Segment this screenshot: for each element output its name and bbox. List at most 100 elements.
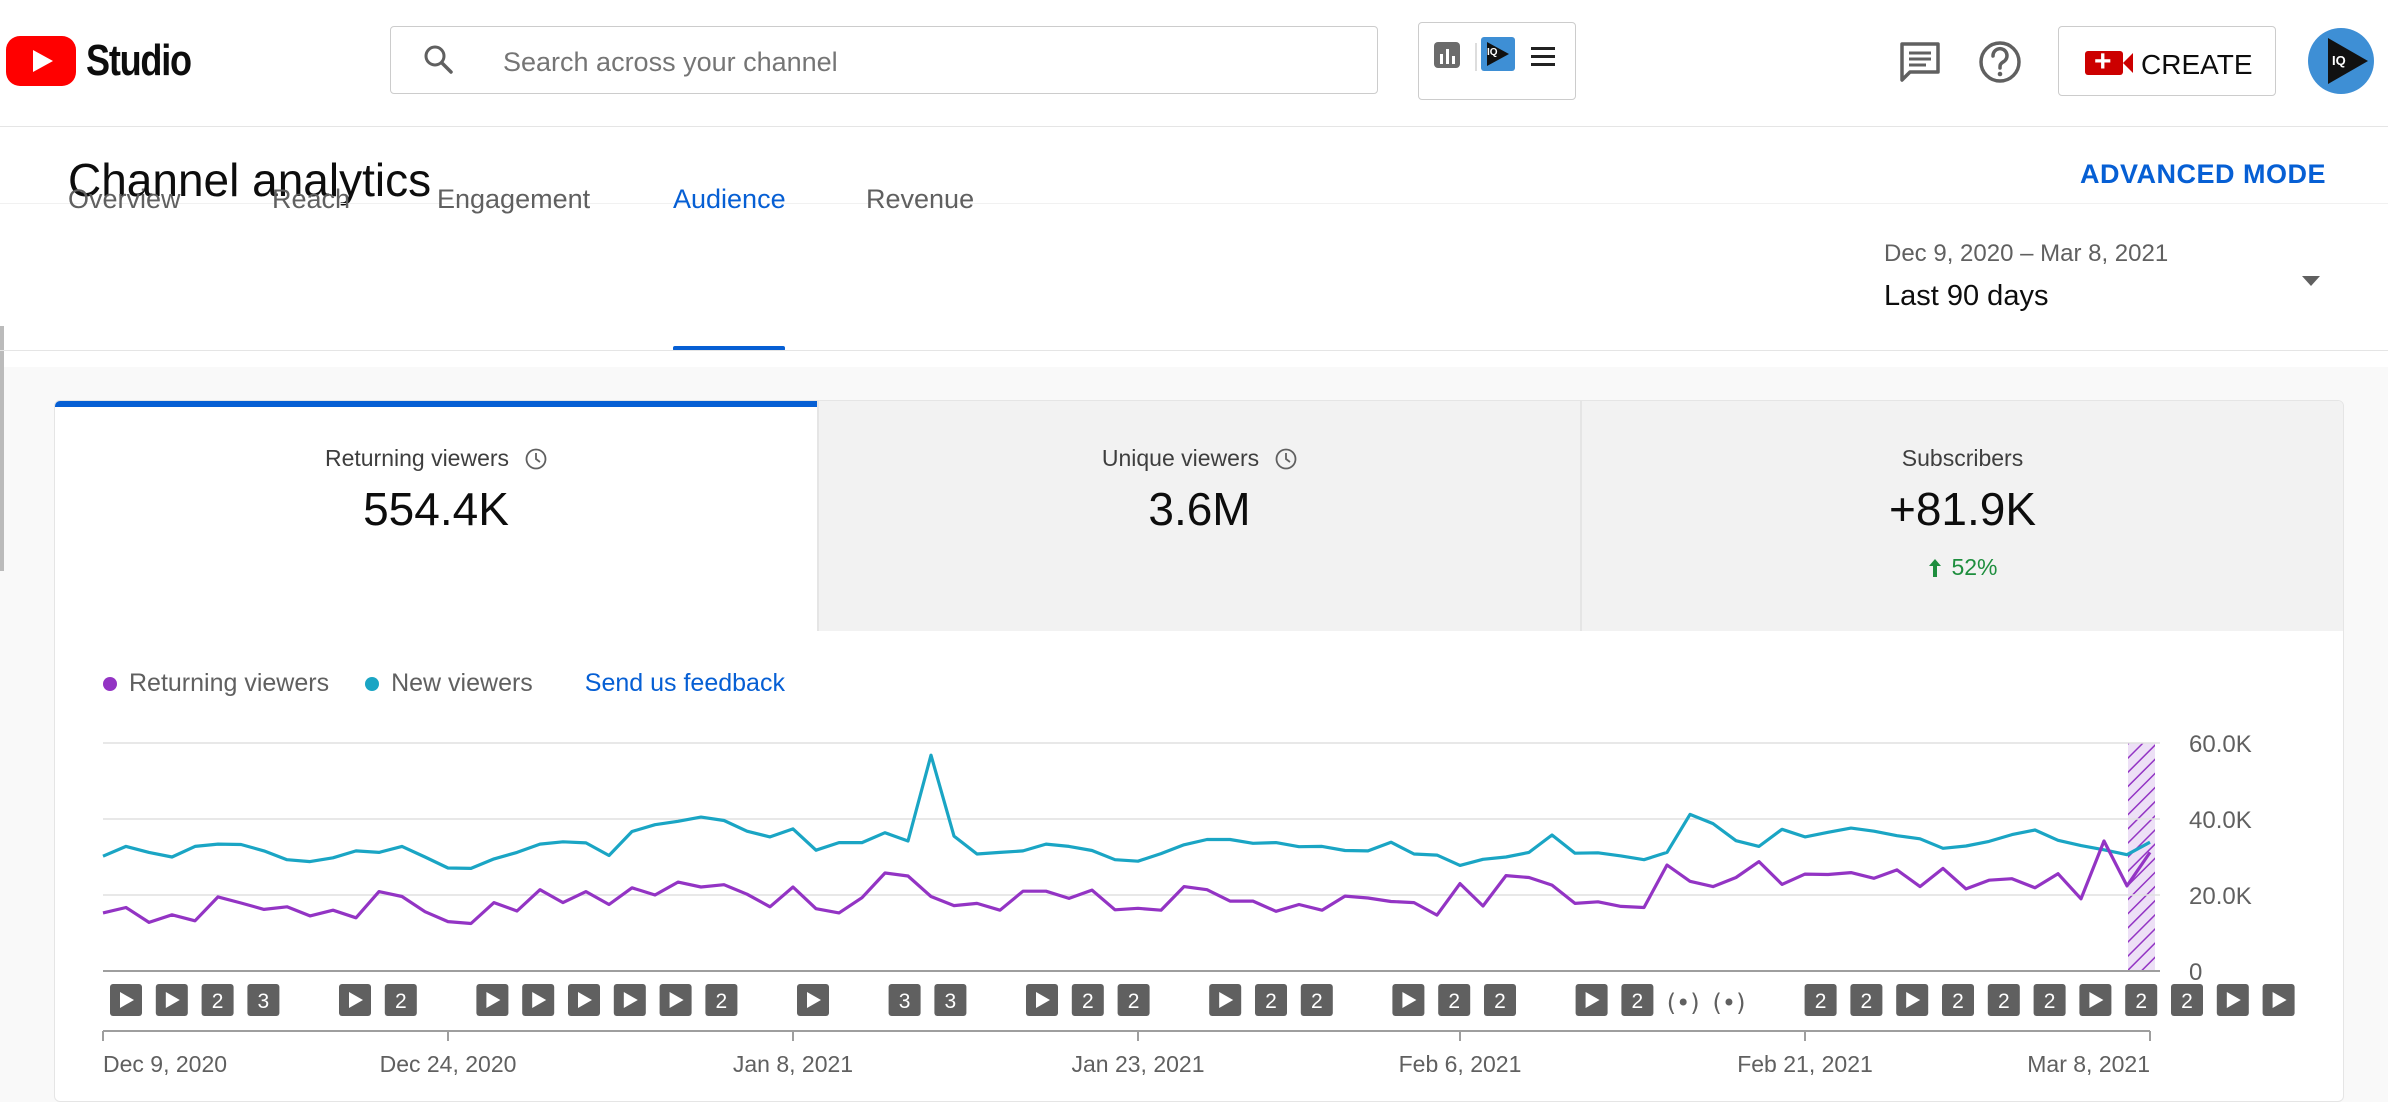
video-group-marker (1804, 984, 1837, 1016)
video-count-label: 2 (1082, 990, 1094, 1013)
legend-returning[interactable]: Returning viewers (129, 669, 330, 697)
metrics-card: Returning viewers 554.4K Unique viewers … (54, 400, 2344, 1102)
play-icon (1036, 992, 1050, 1008)
video-count-label: 2 (1494, 990, 1506, 1013)
play-icon (2226, 992, 2241, 1008)
video-count-label: 2 (1998, 990, 2010, 1013)
video-count-label: 2 (212, 990, 224, 1013)
y-tick-label: 20.0K (2189, 883, 2252, 910)
video-count-label: 2 (1861, 990, 1873, 1013)
feedback-icon[interactable] (1896, 38, 1944, 86)
youtube-logo-icon (6, 36, 76, 86)
page-title: Channel analytics (68, 154, 432, 206)
x-tick-label: Jan 23, 2021 (1071, 1051, 1204, 1077)
studio-label: Studio (86, 36, 192, 85)
video-group-marker (2171, 984, 2203, 1016)
tab-engagement[interactable]: Engagement (437, 184, 591, 214)
play-icon (486, 992, 501, 1008)
series-line-returning-viewers (102, 839, 2152, 926)
play-icon (1585, 992, 1600, 1008)
video-count-label: 2 (1128, 990, 1140, 1013)
send-feedback-link[interactable]: Send us feedback (584, 669, 785, 697)
x-tick-label: Mar 8, 2021 (2027, 1051, 2150, 1077)
video-count-label: 2 (1952, 990, 1964, 1013)
play-icon (532, 992, 547, 1008)
search-input[interactable]: Search across your channel (390, 26, 1378, 94)
metric-tab-returning-viewers[interactable]: Returning viewers 554.4K (55, 401, 817, 631)
help-icon[interactable] (1976, 38, 2024, 86)
live-stream-marker: (•) (1713, 989, 1746, 1017)
play-icon (1219, 992, 1234, 1008)
delta-value: 52% (1951, 554, 1998, 580)
avatar-text: IQ (2332, 53, 2346, 68)
video-group-marker (1987, 984, 2020, 1016)
metric-value-returning: 554.4K (363, 483, 509, 535)
extension-toolbar: IQ (1418, 22, 1576, 100)
video-group-marker (1942, 984, 1974, 1016)
create-button[interactable]: CREATE (2058, 26, 2276, 96)
series-line-new-viewers (102, 753, 2151, 871)
caret-down-icon (2302, 276, 2320, 286)
video-group-marker (888, 984, 921, 1016)
create-label: CREATE (2141, 49, 2253, 80)
video-group-marker (934, 984, 967, 1016)
metric-tab-unique-viewers[interactable]: Unique viewers 3.6M (817, 401, 1580, 631)
tabs-border (0, 350, 2388, 351)
x-tick-label: Dec 9, 2020 (103, 1051, 227, 1077)
metric-value-unique: 3.6M (1148, 483, 1251, 535)
metric-label-unique: Unique viewers (819, 445, 1580, 472)
play-icon (578, 992, 592, 1008)
video-group-marker (2033, 984, 2066, 1016)
menu-icon[interactable] (1529, 43, 1557, 71)
play-icon (165, 992, 180, 1008)
metric-value-subscribers: +81.9K (1888, 483, 2037, 535)
video-group-marker (1621, 984, 1654, 1016)
legend-dot-returning (103, 676, 117, 691)
search-icon (424, 45, 453, 74)
x-tick-label: Feb 21, 2021 (1737, 1051, 1873, 1077)
play-icon (2272, 992, 2287, 1008)
video-count-label: 2 (1448, 990, 1460, 1013)
metric-tab-subscribers[interactable]: Subscribers +81.9K 52% (1580, 401, 2343, 631)
play-icon (349, 992, 363, 1008)
extension-avatar[interactable]: IQ (1481, 37, 1515, 71)
video-count-label: 2 (1265, 990, 1277, 1013)
metric-label-text: Unique viewers (1101, 445, 1260, 471)
video-count-label: 2 (2181, 990, 2193, 1013)
play-icon (623, 992, 638, 1008)
play-icon (1906, 992, 1921, 1008)
legend-new[interactable]: New viewers (391, 669, 533, 697)
metric-delta-subscribers: 52% (1582, 554, 2343, 581)
video-count-label: 2 (1311, 990, 1323, 1013)
chart-icon[interactable] (1433, 41, 1463, 71)
metric-label-text: Subscribers (1901, 445, 2024, 471)
active-tab-indicator (673, 346, 785, 351)
tab-audience[interactable]: Audience (673, 184, 786, 214)
video-group-marker (1255, 984, 1287, 1016)
x-tick-label: Dec 24, 2020 (380, 1051, 517, 1077)
studio-logo[interactable]: Studio (6, 36, 214, 86)
tab-reach[interactable]: Reach (272, 184, 351, 214)
date-range-picker[interactable]: Dec 9, 2020 – Mar 8, 2021 Last 90 days (1884, 240, 2320, 313)
left-scroll-indicator (0, 326, 4, 571)
live-stream-marker: (•) (1667, 989, 1700, 1017)
avatar[interactable]: IQ (2308, 28, 2374, 94)
search-placeholder: Search across your channel (503, 47, 838, 77)
play-icon (669, 992, 684, 1008)
tab-revenue[interactable]: Revenue (866, 184, 975, 214)
play-icon (1487, 42, 1509, 66)
x-tick-label: Jan 8, 2021 (733, 1051, 853, 1077)
date-range-text: Dec 9, 2020 – Mar 8, 2021 (1884, 240, 2169, 267)
analytics-tabs: Overview Reach Engagement Audience Reven… (0, 150, 1100, 232)
tab-overview[interactable]: Overview (68, 184, 181, 214)
play-icon (120, 992, 134, 1008)
clock-icon (1275, 448, 1297, 469)
y-tick-label: 60.0K (2189, 731, 2252, 758)
advanced-mode-link[interactable]: ADVANCED MODE (2079, 159, 2326, 189)
play-icon (1402, 992, 1417, 1008)
clock-icon (525, 448, 547, 469)
y-tick-label: 40.0K (2189, 807, 2252, 834)
header-divider (0, 203, 2388, 204)
extension-avatar-text: IQ (1487, 47, 1498, 58)
